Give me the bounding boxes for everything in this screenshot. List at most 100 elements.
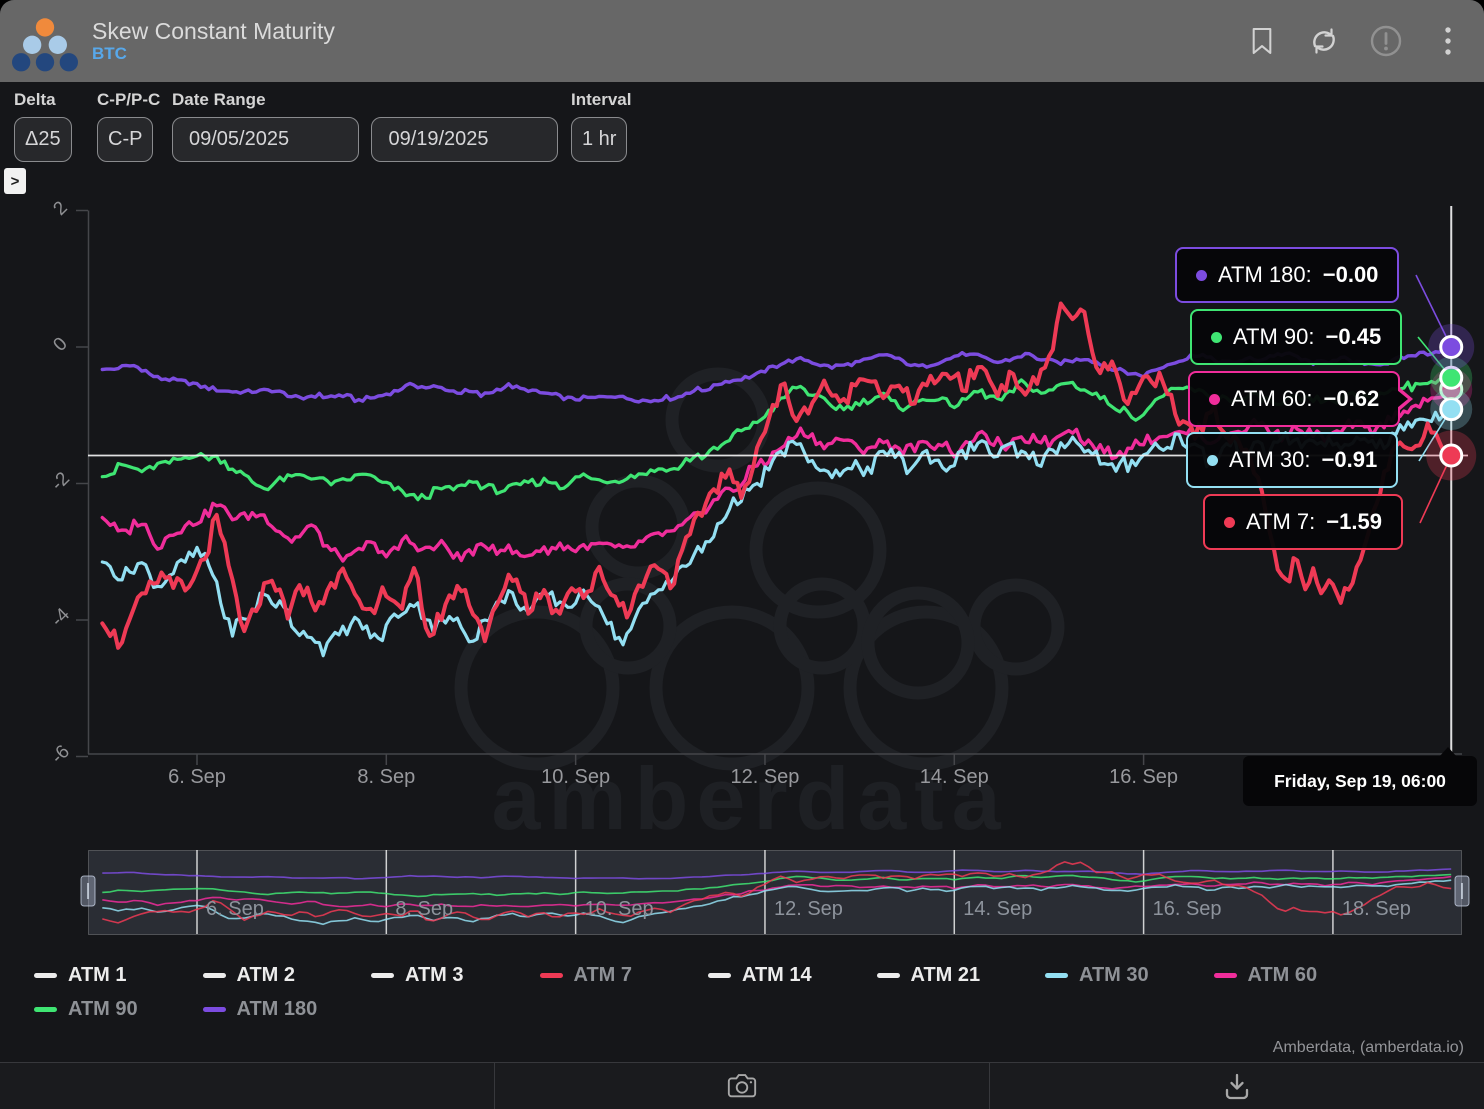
x-axis-tick-label: 14. Sep — [919, 766, 989, 788]
legend-item-atm-180[interactable]: ATM 180 — [202, 996, 372, 1023]
legend-label: ATM 1 — [68, 964, 127, 986]
series-dot — [1207, 454, 1218, 466]
download-button[interactable] — [989, 1063, 1484, 1109]
tooltip-series-label: ATM 90: — [1233, 324, 1315, 349]
date-range-label: Date Range — [172, 90, 266, 109]
legend-label: ATM 60 — [1247, 964, 1318, 986]
watermark-ring — [665, 367, 771, 473]
legend-item-atm-60[interactable]: ATM 60 — [1213, 962, 1383, 989]
tooltip-series-value: −0.45 — [1325, 324, 1382, 349]
navigator-tick-label: 18. Sep — [1341, 898, 1411, 920]
date-tooltip: Friday, Sep 19, 06:00 — [1243, 747, 1477, 806]
x-axis-tick-label: 6. Sep — [168, 766, 226, 788]
header-titles: Skew Constant Maturity BTC — [92, 18, 335, 64]
legend-swatch — [202, 1007, 226, 1012]
marker-atm-30 — [1439, 397, 1464, 422]
interval-button[interactable]: 1 hr — [571, 117, 628, 162]
interval-group: Interval 1 hr — [571, 90, 631, 162]
legend-swatch — [1213, 973, 1237, 978]
date-from-input[interactable] — [172, 117, 359, 162]
tooltip-series-value: −0.00 — [1322, 262, 1379, 287]
delta-button[interactable]: Δ25 — [14, 117, 72, 162]
marker-atm-90 — [1439, 365, 1464, 390]
date-to-input[interactable] — [371, 117, 559, 162]
marker-atm-180 — [1439, 335, 1464, 359]
series-tooltip-atm-30: ATM 30: −0.91 — [1186, 432, 1399, 488]
legend-item-atm-90[interactable]: ATM 90 — [34, 996, 203, 1023]
series-tooltip-atm-90: ATM 90: −0.45 — [1190, 309, 1403, 365]
navigator-tick-label: 12. Sep — [773, 898, 843, 920]
legend-item-atm-2[interactable]: ATM 2 — [202, 962, 372, 989]
watermark-ring — [454, 605, 620, 771]
page-title: Skew Constant Maturity — [92, 18, 335, 44]
watermark-ring — [579, 577, 677, 675]
series-dot — [1196, 269, 1207, 281]
screenshot-button[interactable] — [494, 1063, 989, 1109]
series-dot — [1209, 393, 1220, 405]
legend-item-atm-30[interactable]: ATM 30 — [1045, 962, 1214, 989]
watermark-ring — [749, 481, 887, 619]
bookmark-icon[interactable] — [1244, 23, 1280, 59]
drawer-expand-button[interactable]: > — [4, 168, 26, 194]
legend-swatch — [34, 1007, 57, 1012]
series-dot — [1224, 516, 1235, 528]
kebab-menu-icon[interactable] — [1430, 23, 1466, 59]
tooltip-series-value: −0.62 — [1323, 386, 1380, 411]
watermark-ring — [861, 586, 975, 700]
alert-info-icon[interactable] — [1368, 23, 1404, 59]
download-icon — [1225, 1073, 1249, 1100]
legend-label: ATM 7 — [573, 964, 633, 986]
tooltip-series-value: −0.91 — [1321, 447, 1378, 472]
refresh-icon[interactable] — [1306, 23, 1342, 59]
tooltip-series-label: ATM 60: — [1231, 386, 1313, 411]
legend-swatch — [202, 973, 226, 978]
tooltip-series-label: ATM 30: — [1229, 447, 1311, 472]
camera-icon — [727, 1074, 757, 1098]
legend-label: ATM 3 — [405, 964, 464, 986]
x-axis-tick-label: 16. Sep — [1109, 766, 1179, 788]
cppc-filter-group: C-P/P-C C-P — [97, 90, 160, 162]
legend-label: ATM 14 — [742, 964, 812, 986]
tooltip-series-value: −1.59 — [1326, 509, 1382, 534]
tooltip-connector — [1415, 274, 1452, 348]
legend-item-atm-3[interactable]: ATM 3 — [371, 962, 540, 989]
legend-item-atm-21[interactable]: ATM 21 — [876, 962, 1046, 989]
bottom-toolbar — [0, 1062, 1484, 1109]
date-range-group: Date Range — [172, 90, 559, 162]
watermark-ring — [773, 577, 871, 675]
navigator-series-atm-90 — [102, 873, 1452, 898]
legend-item-atm-14[interactable]: ATM 14 — [708, 962, 877, 989]
navigator-series-atm-30 — [102, 879, 1452, 926]
series-tooltip-atm-60: ATM 60: −0.62 — [1188, 371, 1414, 427]
legend-swatch — [539, 973, 563, 978]
delta-filter-group: Delta Δ25 — [14, 90, 72, 162]
series-tooltip-atm-180: ATM 180: −0.00 — [1175, 247, 1400, 303]
toolbar-cell-left — [0, 1063, 494, 1109]
tooltip-connector — [1419, 455, 1452, 524]
navigator-tick-label: 10. Sep — [584, 898, 654, 920]
legend-label: ATM 90 — [68, 998, 138, 1020]
legend-swatch — [1045, 973, 1068, 978]
navigator-tick-label: 16. Sep — [1152, 898, 1222, 920]
legend-swatch — [708, 973, 731, 978]
legend-item-atm-7[interactable]: ATM 7 — [539, 962, 709, 989]
legend-label: ATM 2 — [236, 964, 296, 986]
legend: ATM 1 ATM 2 ATM 3 ATM 7 ATM 14 ATM 21 ATM 30 AT… — [34, 962, 1454, 1023]
watermark-ring — [967, 578, 1065, 676]
series-tooltip-atm-7: ATM 7: −1.59 — [1203, 494, 1403, 550]
header: Skew Constant Maturity BTC — [0, 0, 1484, 82]
watermark-ring — [649, 605, 815, 771]
tooltip-series-label: ATM 7: — [1246, 509, 1316, 534]
legend-label: ATM 180 — [236, 998, 318, 1020]
x-axis-tick-label: 12. Sep — [730, 766, 800, 788]
cppc-button[interactable]: C-P — [97, 117, 154, 162]
legend-label: ATM 21 — [910, 964, 981, 986]
filter-bar: Delta Δ25 C-P/P-C C-P Date Range Interva… — [0, 90, 1484, 166]
legend-swatch — [876, 973, 900, 978]
legend-item-atm-1[interactable]: ATM 1 — [34, 962, 203, 989]
tooltip-series-label: ATM 180: — [1218, 262, 1312, 287]
asset-subtitle: BTC — [92, 44, 127, 63]
navigator-tick-label: 8. Sep — [395, 898, 454, 920]
